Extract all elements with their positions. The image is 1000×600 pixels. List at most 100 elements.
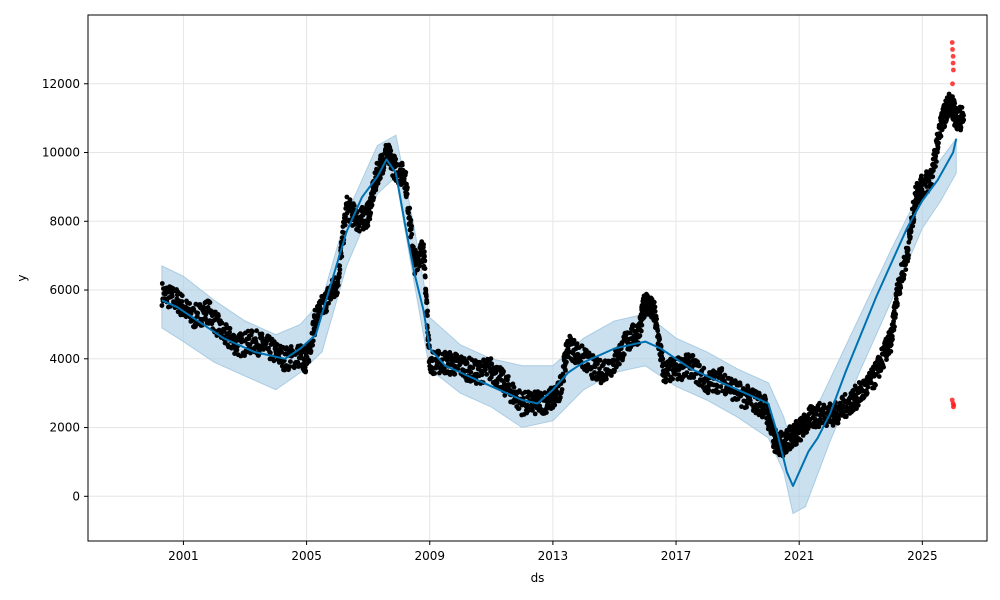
observed-point [905, 247, 911, 253]
y-axis-label: y [15, 274, 29, 281]
observed-point [371, 195, 377, 201]
observed-point [884, 357, 889, 362]
x-tick-label: 2001 [168, 549, 199, 563]
observed-point [468, 369, 474, 375]
observed-point [697, 362, 702, 368]
observed-point [187, 301, 193, 306]
observed-point [910, 223, 916, 229]
observed-point [852, 383, 858, 389]
observed-point [888, 342, 894, 348]
observed-point [288, 359, 293, 364]
forecast-line [161, 138, 958, 487]
observed-point [744, 401, 750, 406]
observed-point [422, 258, 428, 264]
observed-point [407, 205, 413, 211]
observed-point [719, 366, 725, 371]
observed-point [326, 300, 331, 306]
observed-point [254, 328, 259, 334]
y-tick-label: 4000 [49, 352, 80, 366]
outlier-points [949, 40, 957, 410]
observed-point [564, 359, 569, 365]
observed-point [906, 253, 911, 258]
observed-point [568, 335, 573, 341]
outlier-point [950, 60, 956, 66]
observed-point [179, 299, 185, 304]
x-tick-label: 2013 [538, 549, 569, 563]
outlier-point [951, 67, 956, 73]
observed-point [617, 361, 622, 367]
observed-point [901, 272, 907, 278]
observed-point [393, 156, 398, 162]
observed-point [892, 324, 897, 330]
observed-point [424, 300, 430, 305]
observed-point [722, 372, 728, 378]
observed-point [234, 347, 240, 353]
observed-point [638, 328, 644, 334]
observed-point [336, 274, 342, 280]
observed-point [483, 367, 488, 372]
observed-point [183, 314, 189, 320]
observed-point [961, 113, 966, 118]
observed-point [908, 228, 914, 234]
observed-point [763, 396, 768, 402]
observed-point [452, 371, 458, 377]
observed-point [494, 380, 500, 385]
observed-point [798, 437, 804, 443]
observed-point [517, 388, 522, 394]
observed-point [805, 426, 811, 432]
observed-point [842, 392, 848, 397]
observed-point [895, 301, 900, 306]
observed-point [830, 423, 836, 428]
observed-point [552, 402, 558, 408]
observed-point [317, 304, 323, 309]
observed-point [958, 125, 964, 130]
observed-point [865, 384, 871, 390]
observed-point [502, 392, 508, 398]
observed-point [864, 390, 870, 396]
observed-point [303, 368, 309, 374]
observed-point [524, 402, 530, 408]
observed-point [938, 133, 944, 139]
observed-point [747, 398, 753, 403]
observed-point [637, 333, 643, 339]
observed-point [961, 117, 967, 123]
observed-point [159, 303, 165, 308]
observed-point [501, 369, 506, 374]
observed-point [532, 411, 538, 417]
observed-point [959, 105, 965, 110]
y-tick-label: 6000 [49, 283, 80, 297]
observed-point [195, 310, 201, 316]
observed-point [477, 359, 483, 365]
y-tick-label: 12000 [42, 77, 80, 91]
observed-point [579, 343, 585, 349]
observed-point [470, 365, 476, 371]
observed-point [335, 282, 341, 288]
observed-point [268, 350, 273, 356]
observed-point [934, 159, 939, 164]
observed-point [347, 197, 353, 203]
observed-point [484, 372, 490, 377]
observed-point [676, 367, 682, 372]
observed-point [399, 162, 405, 168]
observed-point [409, 231, 415, 237]
observed-point [837, 400, 843, 406]
observed-point [816, 424, 822, 430]
observed-point [584, 368, 590, 374]
observed-point [425, 313, 430, 318]
observed-point [365, 223, 371, 229]
observed-point [744, 404, 749, 410]
observed-point [652, 304, 658, 310]
observed-point [209, 321, 215, 327]
observed-point [604, 376, 609, 382]
observed-point [630, 322, 636, 328]
observed-point [422, 266, 428, 271]
observed-point [663, 376, 669, 382]
observed-point [368, 210, 374, 216]
observed-point [908, 234, 913, 240]
observed-point [701, 365, 707, 371]
observed-point [621, 352, 627, 357]
x-tick-label: 2025 [907, 549, 938, 563]
observed-point [559, 387, 565, 392]
observed-point [891, 318, 896, 324]
